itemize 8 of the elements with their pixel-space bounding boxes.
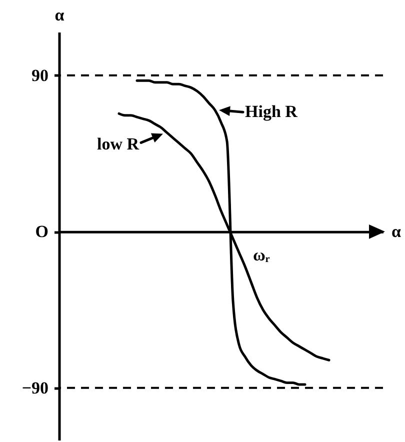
- y-tick-label: O: [35, 222, 48, 242]
- legend-label: High R: [245, 102, 298, 122]
- series-label: low R: [96, 134, 140, 154]
- y-tick-label: 90: [32, 66, 48, 85]
- y-axis-title: α: [54, 6, 65, 24]
- y-tick-label: −90: [22, 378, 48, 398]
- annotation: ωᵣ: [253, 246, 270, 265]
- x-axis-title: α: [392, 222, 402, 242]
